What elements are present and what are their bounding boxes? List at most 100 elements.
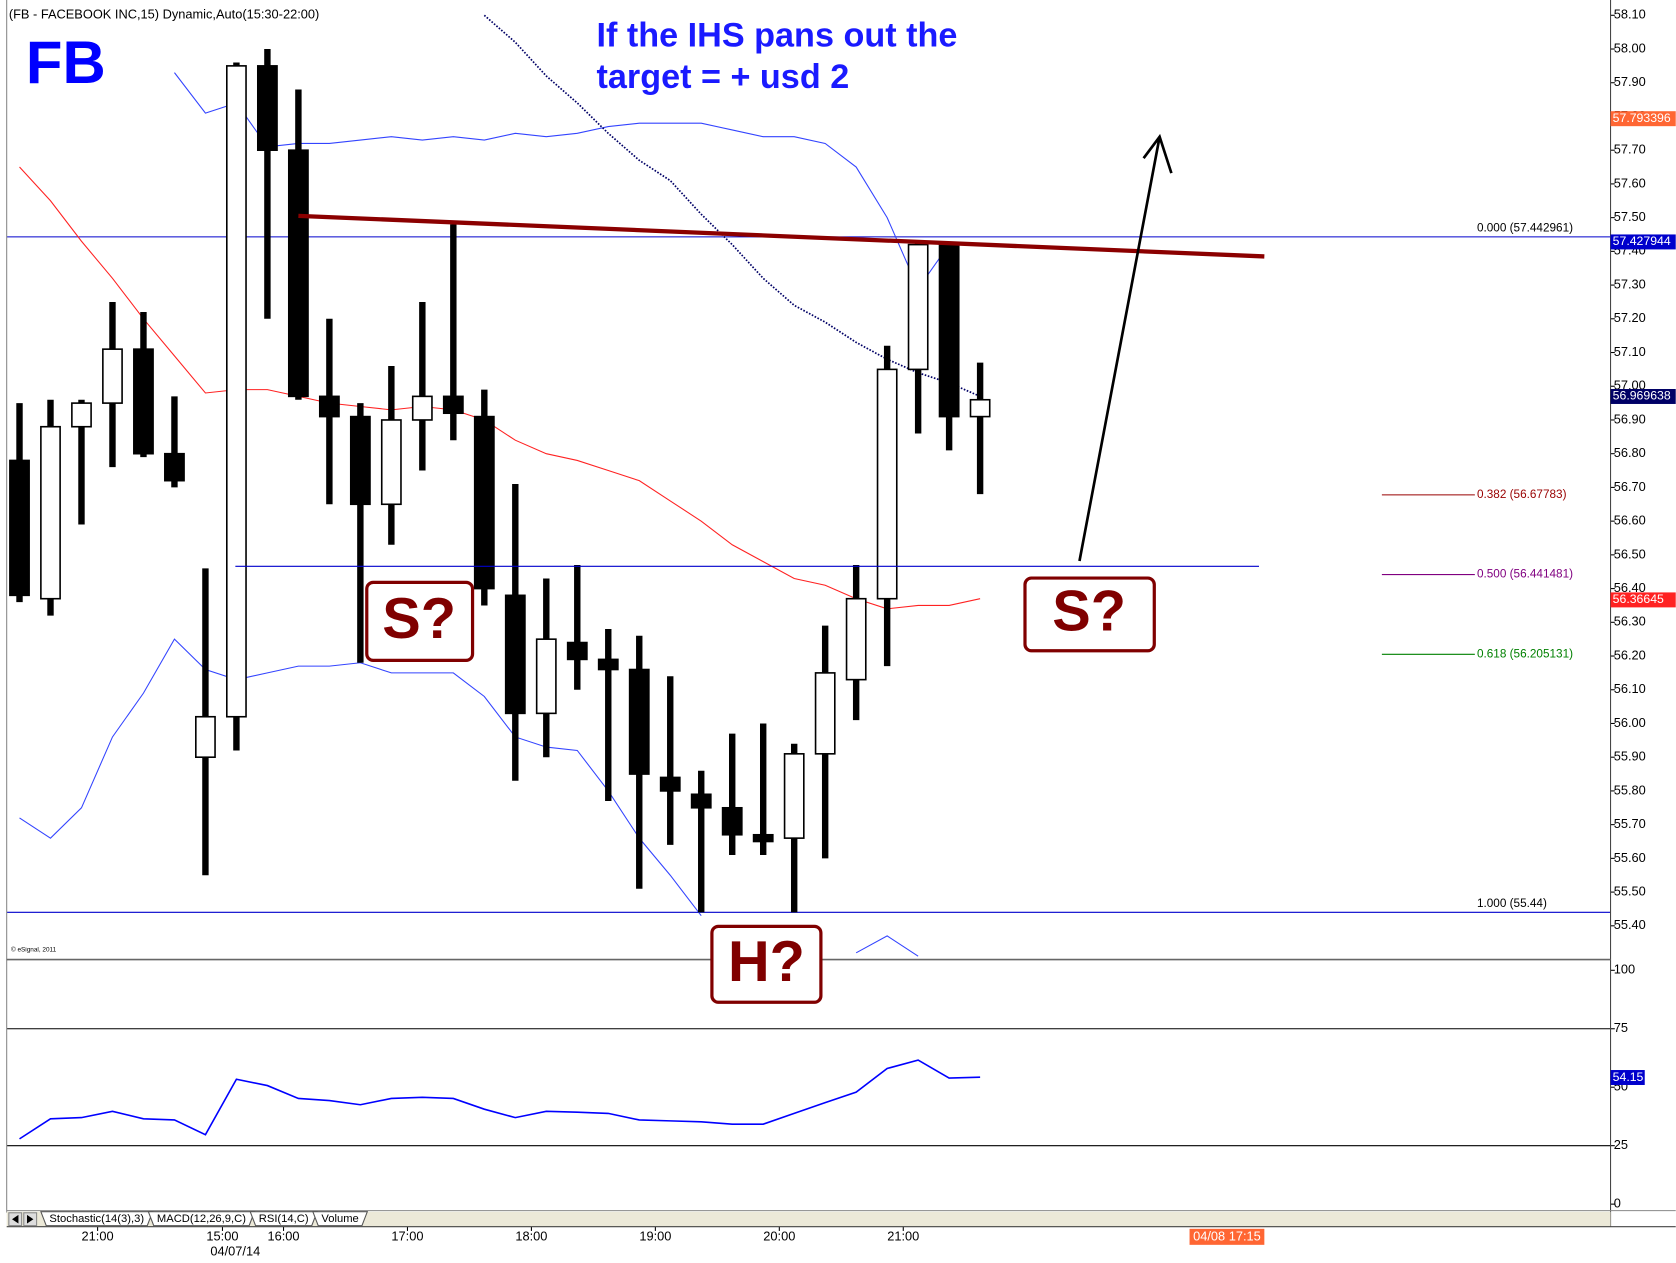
rsi-tag-label: 54.15 xyxy=(1613,1070,1644,1084)
rsi xyxy=(19,1059,981,1140)
rsi-tick-label: 25 xyxy=(1614,1137,1628,1152)
candle-body xyxy=(752,833,774,843)
rsi-tick-label: 75 xyxy=(1614,1020,1628,1035)
y-tick-label: 55.90 xyxy=(1614,749,1646,764)
fib-label: 0.500 (56.441481) xyxy=(1477,568,1573,581)
y-tick-label: 56.40 xyxy=(1614,580,1646,595)
tab-label: MACD(12,26,9,C) xyxy=(157,1213,246,1225)
y-tick-label: 56.60 xyxy=(1614,513,1646,528)
tab[interactable]: MACD(12,26,9,C) xyxy=(147,1211,256,1227)
y-tick-label: 57.10 xyxy=(1614,344,1646,359)
chart-header: (FB - FACEBOOK INC,15) Dynamic,Auto(15:3… xyxy=(9,6,319,21)
candle-body xyxy=(597,658,619,671)
candle-body xyxy=(164,452,185,482)
tab-shape xyxy=(312,1211,369,1227)
candle-body xyxy=(9,459,30,597)
x-tick-label: 15:00 xyxy=(206,1229,238,1244)
tab[interactable]: Volume xyxy=(312,1211,369,1227)
candle-body xyxy=(907,243,929,371)
candle-body xyxy=(876,368,898,600)
tabs: Stochastic(14(3),3) MACD(12,26,9,C) RSI(14… xyxy=(40,1211,369,1227)
price-tag xyxy=(1610,234,1676,250)
candle-body xyxy=(349,415,371,506)
label-box xyxy=(365,580,475,662)
y-tick-label: 57.90 xyxy=(1614,74,1646,89)
date-label: 04/07/14 xyxy=(210,1244,260,1259)
candle-body xyxy=(721,806,743,836)
candle-body xyxy=(226,65,247,718)
pattern-label: S? xyxy=(382,587,456,651)
annotation: If the IHS pans out the xyxy=(597,16,958,54)
x-tick-label: 19:00 xyxy=(639,1229,671,1244)
tab-label: RSI(14,C) xyxy=(259,1213,309,1225)
fib-label: 0.618 (56.205131) xyxy=(1477,647,1573,660)
price-tag-label: 56.969638 xyxy=(1613,389,1671,403)
candle-body xyxy=(287,149,309,398)
y-tick-label: 55.80 xyxy=(1614,782,1646,797)
candle-body xyxy=(40,425,61,600)
tab-label: Volume xyxy=(321,1213,358,1225)
cursor-time: 04/08 17:15 xyxy=(1193,1229,1261,1244)
y-tick-label: 55.60 xyxy=(1614,850,1646,865)
candle-body xyxy=(102,348,123,404)
y-tick-label: 57.50 xyxy=(1614,209,1646,224)
y-tick-label: 56.20 xyxy=(1614,647,1646,662)
label-box xyxy=(710,924,823,1004)
candle-body xyxy=(71,402,92,428)
y-tick-label: 55.50 xyxy=(1614,883,1646,898)
rsi-tag xyxy=(1610,1070,1645,1085)
label-box xyxy=(1023,576,1156,653)
overlay-line xyxy=(174,72,950,290)
y-tick-label: 56.90 xyxy=(1614,411,1646,426)
tab[interactable]: Stochastic(14(3),3) xyxy=(40,1211,154,1227)
candle-body xyxy=(628,668,650,775)
y-tick-label: 57.70 xyxy=(1614,142,1646,157)
candle-body xyxy=(938,243,960,418)
x-tick-label: 21:00 xyxy=(82,1229,114,1244)
arrow-icon xyxy=(12,1214,19,1224)
candle-body xyxy=(442,395,464,415)
y-tick-label: 56.70 xyxy=(1614,479,1646,494)
price-tag-label: 56.36645 xyxy=(1613,592,1664,606)
y-tick-label: 57.30 xyxy=(1614,276,1646,291)
tab[interactable]: RSI(14,C) xyxy=(249,1211,318,1227)
price-tag xyxy=(1610,389,1676,404)
chart-title: FB xyxy=(26,29,106,96)
candle-body xyxy=(659,776,681,792)
y-tick-label: 57.00 xyxy=(1614,378,1646,393)
neckline xyxy=(298,213,1265,259)
candle-body xyxy=(783,753,805,839)
y-tick-label: 58.00 xyxy=(1614,40,1646,55)
cursor-time-tag xyxy=(1189,1228,1265,1245)
tab-bar xyxy=(6,1211,1611,1227)
y-tick-label: 57.60 xyxy=(1614,175,1646,190)
price-tag-label: 57.427944 xyxy=(1613,234,1671,248)
candle-body xyxy=(473,415,495,590)
price-tag-label: 57.793396 xyxy=(1613,111,1671,125)
fib-label: 1.000 (55.44) xyxy=(1477,897,1547,910)
x-tick-label: 21:00 xyxy=(887,1229,919,1244)
candle-body xyxy=(566,641,588,661)
price-tag xyxy=(1610,111,1676,127)
candle-body xyxy=(195,715,216,759)
candle-body xyxy=(969,398,991,418)
rsi-tick-label: 0 xyxy=(1614,1196,1621,1211)
y-tick-label: 55.40 xyxy=(1614,917,1646,932)
layer: 57.793396 57.427944 56.969638 56.36645 54.15 xyxy=(9,49,1676,1085)
candle-body xyxy=(814,672,836,755)
y-tick-label: 56.30 xyxy=(1614,614,1646,629)
y-tick-label: 57.20 xyxy=(1614,310,1646,325)
overlay-line xyxy=(19,166,981,610)
overlay-line xyxy=(19,638,919,957)
annotation: target = + usd 2 xyxy=(597,58,850,96)
target-arrow xyxy=(1078,133,1173,562)
price-tag xyxy=(1610,592,1676,608)
x-tick-label: 16:00 xyxy=(267,1229,299,1244)
candle-body xyxy=(504,594,526,715)
x-tick-label: 18:00 xyxy=(515,1229,547,1244)
candle-body xyxy=(535,638,557,715)
candle-body xyxy=(256,65,278,151)
